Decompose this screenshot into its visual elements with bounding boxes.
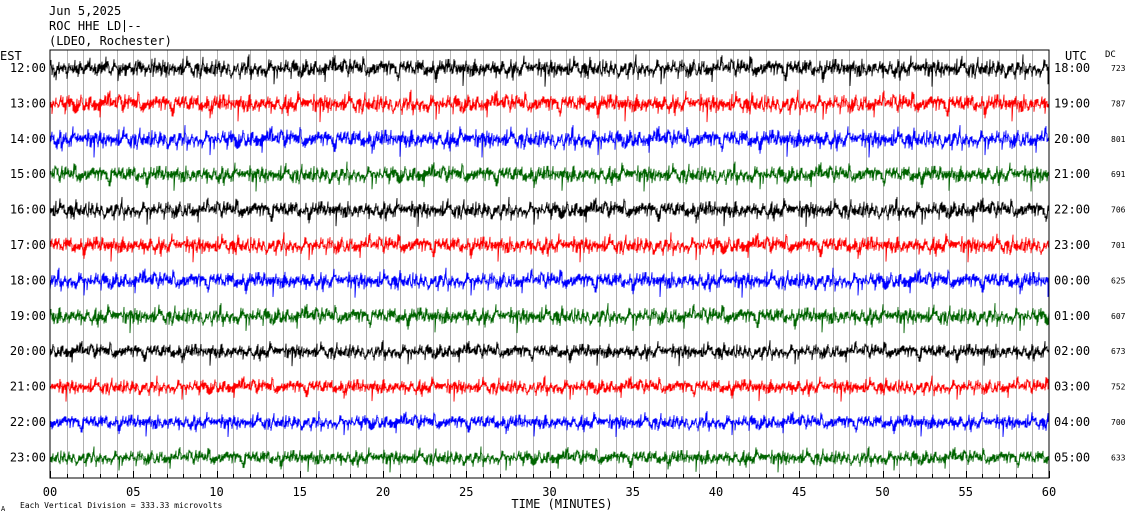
utc-hour-label: 01:00 — [1054, 309, 1090, 323]
trace-line — [49, 161, 1050, 192]
x-tick-label: 10 — [209, 485, 223, 499]
station-code: ROC HHE LD — [49, 19, 122, 33]
utc-hour-label: 19:00 — [1054, 96, 1090, 110]
trace-line — [49, 303, 1050, 334]
x-tick-label: 50 — [875, 485, 889, 499]
trace-line — [49, 267, 1050, 298]
est-hour-label: 18:00 — [10, 273, 46, 287]
trace-line — [49, 196, 1050, 227]
dc-value: 700 — [1111, 418, 1126, 427]
date-label: Jun 5,2025 — [49, 4, 122, 18]
utc-hour-label: 18:00 — [1054, 61, 1090, 75]
dc-header: DC — [1105, 50, 1116, 60]
est-hour-label: 20:00 — [10, 344, 46, 358]
dc-value: 607 — [1111, 312, 1126, 321]
hour-labels: 12:00 18:00 723 13:00 19:00 787 14:00 20:00 801 1… — [10, 61, 1126, 464]
network-label: (LDEO, Rochester) — [49, 34, 172, 48]
x-tick-label: 35 — [626, 485, 640, 499]
trace-line — [49, 340, 1050, 367]
dc-value: 701 — [1111, 241, 1126, 250]
dc-value: 801 — [1111, 135, 1126, 144]
station-label: ROC HHE LD -- — [49, 19, 142, 34]
minute-gridlines — [67, 50, 1033, 478]
est-hour-label: 22:00 — [10, 415, 46, 429]
x-tick-label: 40 — [709, 485, 723, 499]
trace-line — [49, 89, 1050, 123]
utc-hour-label: 02:00 — [1054, 344, 1090, 358]
utc-hour-label: 22:00 — [1054, 203, 1090, 217]
x-axis-title: TIME (MINUTES) — [511, 497, 612, 511]
x-tick-label: 30 — [542, 485, 556, 499]
trace-line — [49, 375, 1050, 402]
utc-hour-label: 00:00 — [1054, 273, 1090, 287]
scale-note: Each Vertical Division = 333.33 microvol… — [20, 501, 222, 510]
est-hour-label: 14:00 — [10, 132, 46, 146]
x-tick-label: 60 — [1042, 485, 1056, 499]
x-tick-label: 05 — [126, 485, 140, 499]
x-tick-label: 45 — [792, 485, 806, 499]
dc-value: 691 — [1111, 170, 1126, 179]
dc-value: 673 — [1111, 347, 1126, 356]
left-zone-label: EST — [0, 49, 22, 63]
est-hour-label: 19:00 — [10, 309, 46, 323]
est-hour-label: 13:00 — [10, 96, 46, 110]
est-hour-label: 21:00 — [10, 380, 46, 394]
trace-line — [49, 232, 1050, 263]
dc-value: 625 — [1111, 276, 1126, 285]
dc-value: 752 — [1111, 383, 1126, 392]
dc-value: 706 — [1111, 206, 1126, 215]
footer-mark: A — [1, 505, 6, 513]
trace-line — [49, 54, 1050, 87]
dc-value: 787 — [1111, 99, 1126, 108]
utc-hour-label: 03:00 — [1054, 380, 1090, 394]
est-hour-label: 16:00 — [10, 203, 46, 217]
est-hour-label: 23:00 — [10, 450, 46, 464]
plot-frame — [49, 49, 1050, 479]
est-hour-label: 15:00 — [10, 167, 46, 181]
x-tick-label: 15 — [293, 485, 307, 499]
station-marker — [124, 20, 126, 32]
utc-hour-label: 23:00 — [1054, 238, 1090, 252]
dc-value: 723 — [1111, 64, 1126, 73]
utc-hour-label: 20:00 — [1054, 132, 1090, 146]
x-tick-label: 55 — [959, 485, 973, 499]
trace-line — [49, 410, 1050, 438]
trace-group — [49, 54, 1050, 473]
x-tick-label: 25 — [459, 485, 473, 499]
trace-line — [49, 125, 1050, 158]
dc-value: 633 — [1111, 453, 1126, 462]
utc-hour-label: 21:00 — [1054, 167, 1090, 181]
station-suffix: -- — [127, 19, 142, 33]
utc-hour-label: 05:00 — [1054, 450, 1090, 464]
utc-hour-label: 04:00 — [1054, 415, 1090, 429]
right-zone-label: UTC — [1065, 49, 1087, 63]
est-hour-label: 12:00 — [10, 61, 46, 75]
trace-line — [49, 446, 1050, 473]
x-tick-label: 20 — [376, 485, 390, 499]
est-hour-label: 17:00 — [10, 238, 46, 252]
x-tick-label: 00 — [43, 485, 57, 499]
time-axis: 00 05 10 15 20 25 30 35 40 45 50 55 60 — [43, 471, 1056, 499]
